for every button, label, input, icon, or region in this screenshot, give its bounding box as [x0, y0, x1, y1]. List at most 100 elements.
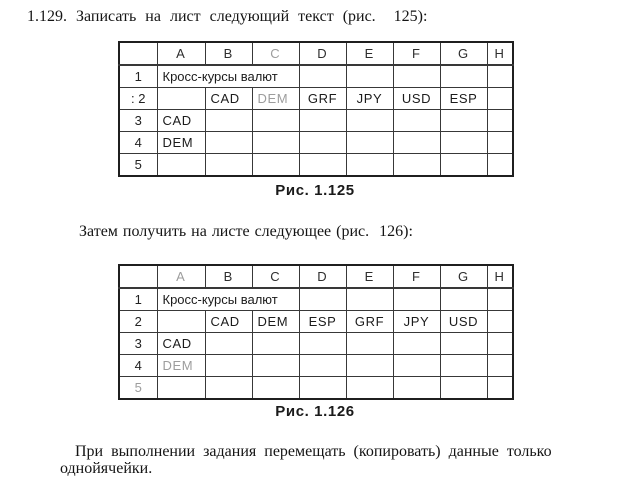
col-header-e: E	[345, 264, 394, 289]
empty-cell	[298, 131, 347, 154]
empty-cell	[439, 64, 488, 88]
empty-cell	[439, 376, 488, 400]
empty-cell	[298, 287, 347, 311]
row-header-1: 1	[118, 64, 158, 88]
empty-cell	[486, 354, 514, 377]
empty-cell	[345, 109, 394, 132]
empty-cell	[486, 64, 514, 88]
empty-cell	[204, 332, 253, 355]
cell-c2: DEM	[251, 310, 300, 333]
col-header-g: G	[439, 264, 488, 289]
cell-a1-merged-title: Кросс-курсы валют	[156, 64, 300, 88]
empty-cell	[298, 153, 347, 177]
empty-cell	[251, 153, 300, 177]
figure-125: A B C D E F G H 1 Кросс-курсы валют : 2	[118, 41, 514, 177]
table-row: 4 DEM	[118, 354, 514, 377]
corner-cell	[118, 41, 158, 66]
empty-cell	[204, 376, 253, 400]
exercise-footer-text: При выполнении задания перемещать (копир…	[60, 443, 562, 477]
empty-cell	[439, 109, 488, 132]
empty-cell	[486, 131, 514, 154]
empty-cell	[486, 109, 514, 132]
footer-line-1: При выполнении задания перемещать (копир…	[75, 443, 552, 460]
cell-a1-merged-title: Кросс-курсы валют	[156, 287, 300, 311]
empty-cell	[204, 131, 253, 154]
empty-cell	[156, 87, 206, 110]
empty-cell	[251, 354, 300, 377]
cell-e2: JPY	[345, 87, 394, 110]
table-row: 1 Кросс-курсы валют	[118, 64, 514, 88]
empty-cell	[392, 153, 441, 177]
cell-b2: CAD	[204, 87, 253, 110]
empty-cell	[298, 332, 347, 355]
empty-cell	[486, 376, 514, 400]
table-row: 3 CAD	[118, 109, 514, 132]
empty-cell	[439, 131, 488, 154]
empty-cell	[251, 131, 300, 154]
corner-cell	[118, 264, 158, 289]
column-header-row: A B C D E F G H	[118, 264, 514, 289]
empty-cell	[251, 376, 300, 400]
col-header-b: B	[204, 41, 253, 66]
empty-cell	[345, 153, 394, 177]
cell-a3: CAD	[156, 109, 206, 132]
empty-cell	[156, 153, 206, 177]
spreadsheet-fig-125: A B C D E F G H 1 Кросс-курсы валют : 2	[118, 41, 514, 177]
empty-cell	[345, 354, 394, 377]
cell-g2: USD	[439, 310, 488, 333]
spreadsheet-fig-126: A B C D E F G H 1 Кросс-курсы валют 2	[118, 264, 514, 400]
row-header-2: 2	[118, 310, 158, 333]
col-header-f: F	[392, 41, 441, 66]
table-row: 1 Кросс-курсы валют	[118, 287, 514, 311]
empty-cell	[439, 332, 488, 355]
empty-cell	[392, 131, 441, 154]
empty-cell	[298, 354, 347, 377]
cell-d2: ESP	[298, 310, 347, 333]
cell-c2: DEM	[251, 87, 300, 110]
col-header-a: A	[156, 264, 206, 289]
empty-cell	[486, 332, 514, 355]
table-row: : 2 CAD DEM GRF JPY USD ESP	[118, 87, 514, 110]
col-header-c: C	[251, 41, 300, 66]
col-header-e: E	[345, 41, 394, 66]
col-header-d: D	[298, 41, 347, 66]
row-header-4: 4	[118, 131, 158, 154]
empty-cell	[298, 109, 347, 132]
col-header-f: F	[392, 264, 441, 289]
empty-cell	[345, 332, 394, 355]
cell-d2: GRF	[298, 87, 347, 110]
exercise-between-text: Затем получить на листе следующее (рис. …	[79, 223, 413, 240]
empty-cell	[439, 354, 488, 377]
col-header-d: D	[298, 264, 347, 289]
figure-126: A B C D E F G H 1 Кросс-курсы валют 2	[118, 264, 514, 400]
cell-a4: DEM	[156, 131, 206, 154]
empty-cell	[204, 354, 253, 377]
col-header-b: B	[204, 264, 253, 289]
empty-cell	[156, 310, 206, 333]
cell-a4: DEM	[156, 354, 206, 377]
cell-a3: CAD	[156, 332, 206, 355]
footer-line-2: однойячейки.	[60, 460, 153, 477]
table-row: 4 DEM	[118, 131, 514, 154]
row-header-5: 5	[118, 376, 158, 400]
figure-125-caption: Рис. 1.125	[275, 182, 355, 199]
empty-cell	[345, 287, 394, 311]
empty-cell	[345, 376, 394, 400]
table-row: 3 CAD	[118, 332, 514, 355]
cell-g2: ESP	[439, 87, 488, 110]
empty-cell	[392, 376, 441, 400]
exercise-intro-text: 1.129. Записать на лист следующий текст …	[27, 8, 428, 25]
column-header-row: A B C D E F G H	[118, 41, 514, 66]
empty-cell	[156, 376, 206, 400]
row-header-5: 5	[118, 153, 158, 177]
empty-cell	[392, 109, 441, 132]
empty-cell	[251, 332, 300, 355]
table-row: 2 CAD DEM ESP GRF JPY USD	[118, 310, 514, 333]
empty-cell	[486, 153, 514, 177]
col-header-g: G	[439, 41, 488, 66]
table-row: 5	[118, 376, 514, 400]
cell-f2: JPY	[392, 310, 441, 333]
empty-cell	[345, 64, 394, 88]
empty-cell	[439, 287, 488, 311]
